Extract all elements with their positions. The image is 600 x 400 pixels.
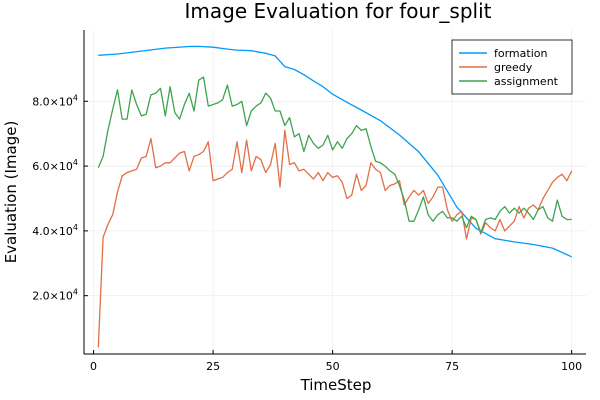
y-tick-label: 6.0×104 <box>32 158 78 173</box>
legend-label-formation: formation <box>494 47 547 60</box>
series-line-greedy <box>97 129 573 348</box>
series-layer <box>97 45 573 348</box>
legend-label-greedy: greedy <box>494 61 533 74</box>
grid <box>84 30 586 354</box>
series-line-formation <box>98 45 572 258</box>
x-tick-label: 50 <box>326 360 340 373</box>
x-ticks: 0 25 50 75 100 <box>90 350 582 373</box>
series-line-assignment <box>97 76 572 234</box>
x-tick-label: 100 <box>561 360 582 373</box>
y-tick-label: 4.0×104 <box>32 223 78 238</box>
y-ticks: 2.0×104 4.0×104 6.0×104 8.0×104 <box>32 93 88 303</box>
y-tick-label: 2.0×104 <box>32 288 78 303</box>
chart-title: Image Evaluation for four_split <box>185 0 492 23</box>
axes <box>83 30 586 355</box>
x-tick-label: 0 <box>90 360 97 373</box>
legend-label-assignment: assignment <box>494 75 559 88</box>
y-tick-label: 8.0×104 <box>32 93 78 108</box>
x-tick-label: 25 <box>206 360 220 373</box>
x-tick-label: 75 <box>445 360 459 373</box>
y-axis-label: Evaluation (Image) <box>2 121 20 264</box>
x-axis-label: TimeStep <box>300 376 372 394</box>
